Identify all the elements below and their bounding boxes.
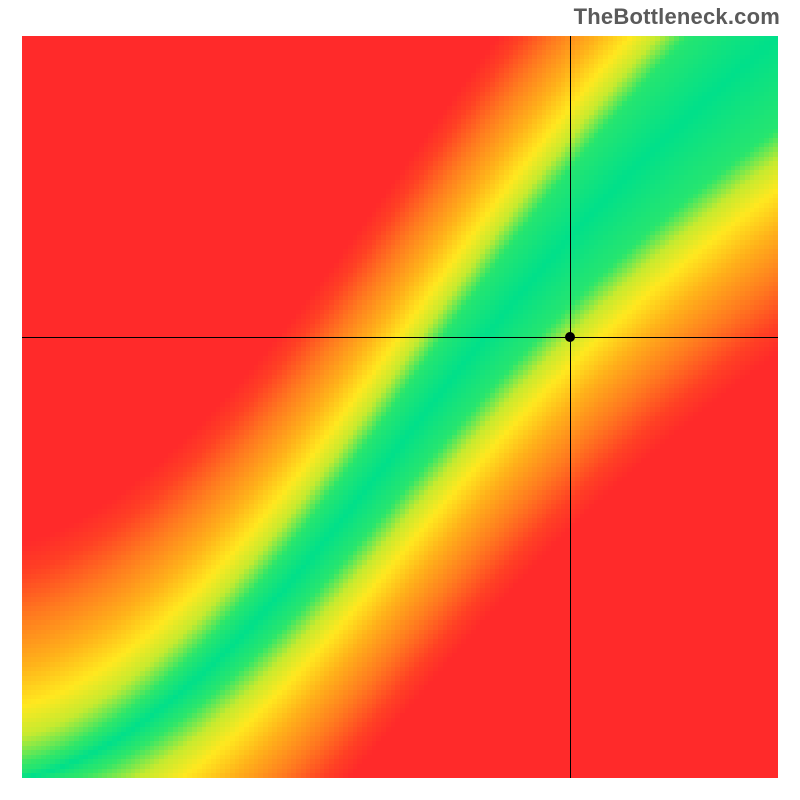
heatmap-canvas [22,36,778,778]
heatmap-plot [22,36,778,778]
watermark-text: TheBottleneck.com [574,4,780,30]
